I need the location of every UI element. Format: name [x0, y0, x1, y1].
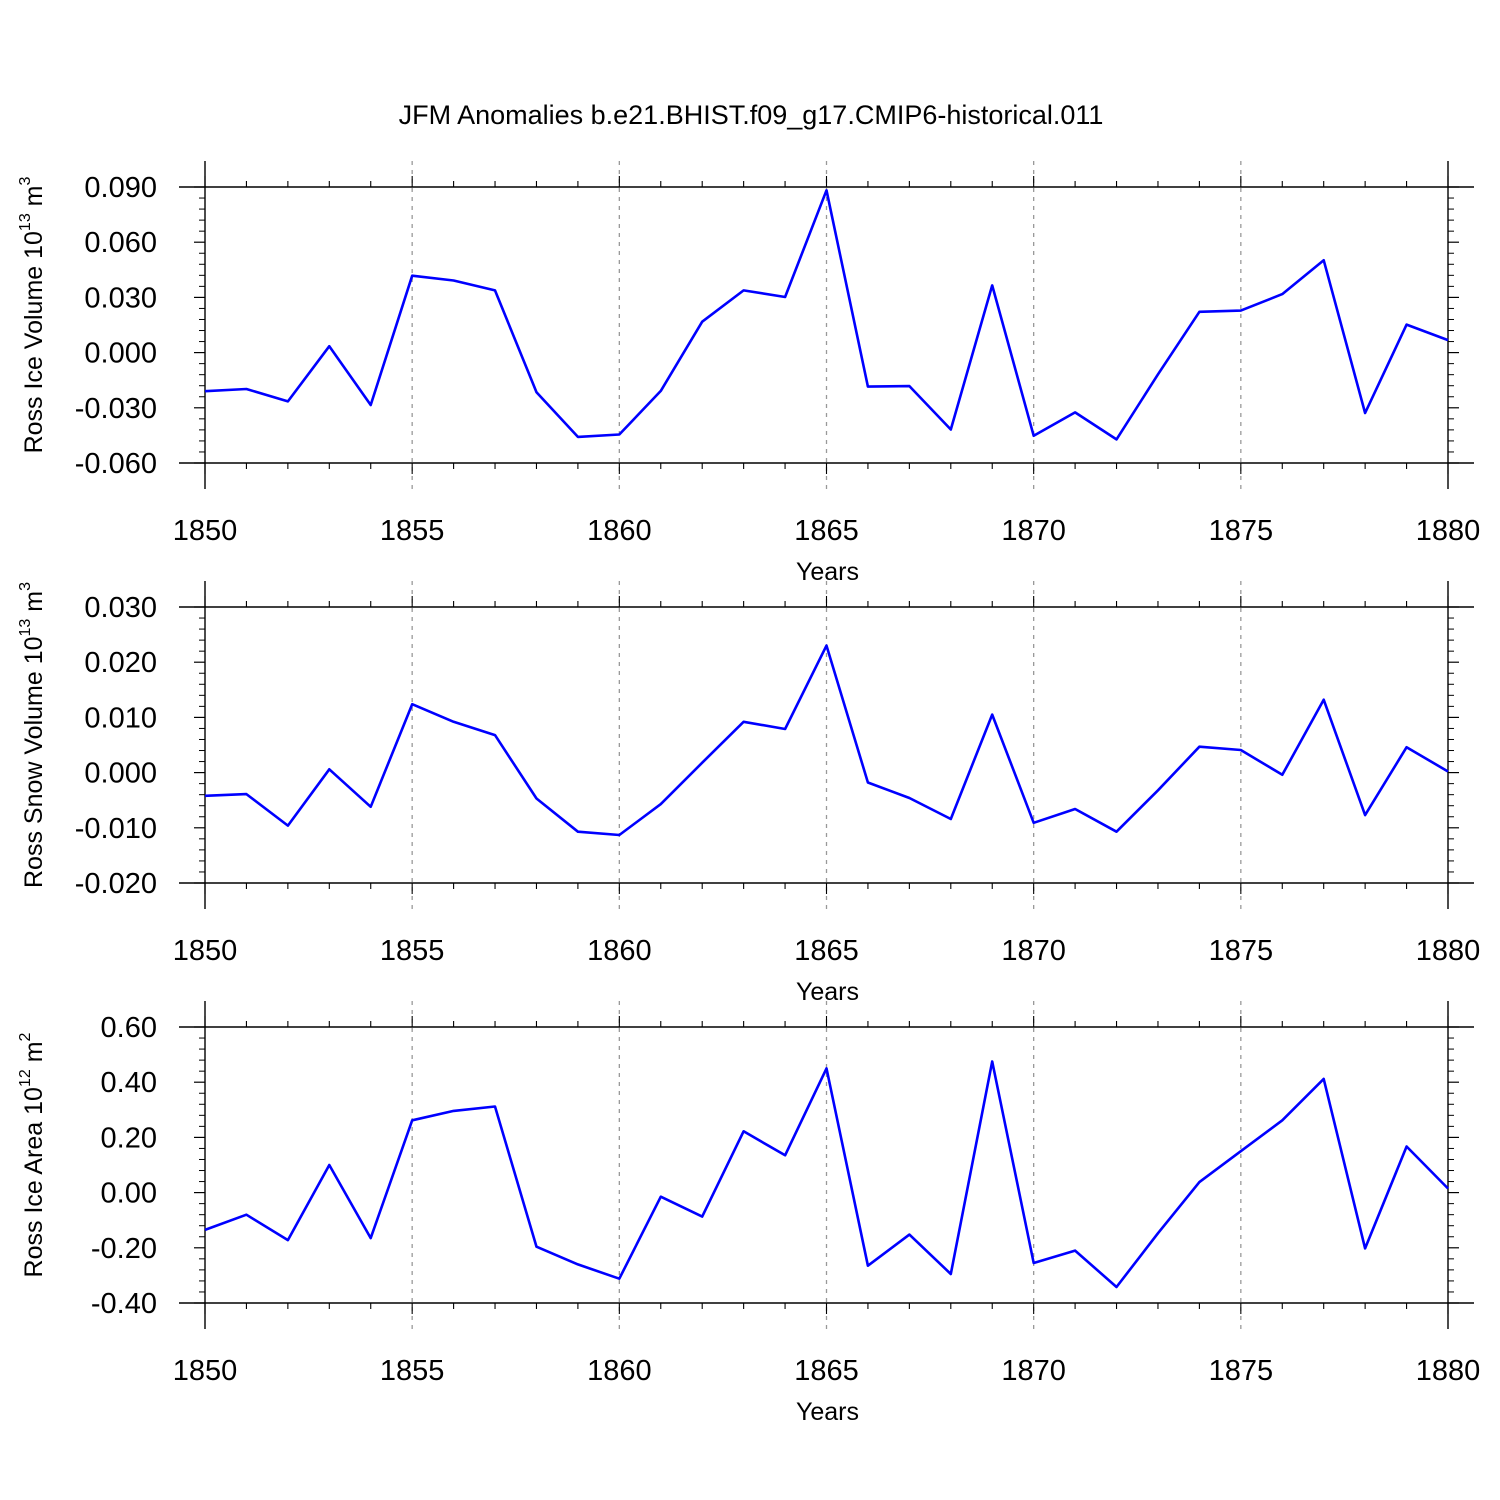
y-tick-label: -0.20	[91, 1233, 157, 1265]
x-tick-label: 1855	[380, 935, 445, 967]
y-tick-label: 0.000	[84, 758, 157, 790]
y-tick-label: 0.020	[84, 647, 157, 679]
chart-panel-3: -0.40 -0.20 0.00 0.20 0.40 0.60 1850 1855 1860 18…	[17, 1001, 1480, 1426]
y-tick-label: -0.060	[75, 448, 157, 480]
x-tick-label: 1860	[587, 1355, 652, 1387]
y-tick-label: -0.40	[91, 1288, 157, 1320]
x-tick-label: 1870	[1001, 1355, 1066, 1387]
x-tick-label: 1855	[380, 515, 445, 547]
y-tick-label: 0.60	[101, 1012, 157, 1044]
y-tick-label: 0.00	[101, 1178, 157, 1210]
x-axis-title: Years	[796, 978, 859, 1006]
x-tick-label: 1880	[1416, 1355, 1481, 1387]
y-tick-label: -0.020	[75, 868, 157, 900]
x-tick-label: 1850	[173, 935, 238, 967]
x-tick-label: 1875	[1209, 515, 1274, 547]
y-axis-title: Ross Ice Volume 1013 m3	[17, 176, 48, 453]
chart-panel-1: -0.060 -0.030 0.000 0.030 0.060 0.090 1850 1855…	[17, 161, 1480, 586]
x-axis-title: Years	[796, 1398, 859, 1426]
x-tick-label: 1865	[794, 515, 859, 547]
y-tick-label: 0.010	[84, 702, 157, 734]
y-axis-title: Ross Ice Area 1012 m2	[17, 1032, 48, 1277]
y-tick-label: 0.030	[84, 592, 157, 624]
x-tick-label: 1865	[794, 935, 859, 967]
y-tick-label: 0.060	[84, 227, 157, 259]
x-tick-label: 1850	[173, 1355, 238, 1387]
y-tick-label: 0.030	[84, 282, 157, 314]
x-tick-label: 1850	[173, 515, 238, 547]
x-tick-label: 1880	[1416, 935, 1481, 967]
x-tick-label: 1855	[380, 1355, 445, 1387]
y-tick-label: 0.40	[101, 1067, 157, 1099]
chart-panel-2: -0.020 -0.010 0.000 0.010 0.020 0.030 1850 1855…	[17, 581, 1480, 1006]
x-tick-label: 1865	[794, 1355, 859, 1387]
x-tick-label: 1860	[587, 935, 652, 967]
y-tick-label: 0.20	[101, 1122, 157, 1154]
x-tick-label: 1875	[1209, 935, 1274, 967]
series-line	[204, 189, 1449, 441]
y-tick-label: -0.030	[75, 393, 157, 425]
y-tick-label: 0.090	[84, 172, 157, 204]
x-tick-label: 1870	[1001, 935, 1066, 967]
series-line	[204, 1060, 1449, 1289]
y-tick-label: -0.010	[75, 813, 157, 845]
series-line	[204, 644, 1449, 837]
x-tick-label: 1860	[587, 515, 652, 547]
y-tick-label: 0.000	[84, 338, 157, 370]
x-tick-label: 1880	[1416, 515, 1481, 547]
x-axis-title: Years	[796, 558, 859, 586]
y-axis-title: Ross Snow Volume 1013 m3	[17, 582, 48, 888]
x-tick-label: 1875	[1209, 1355, 1274, 1387]
chart-title: JFM Anomalies b.e21.BHIST.f09_g17.CMIP6-…	[399, 100, 1104, 130]
x-tick-label: 1870	[1001, 515, 1066, 547]
